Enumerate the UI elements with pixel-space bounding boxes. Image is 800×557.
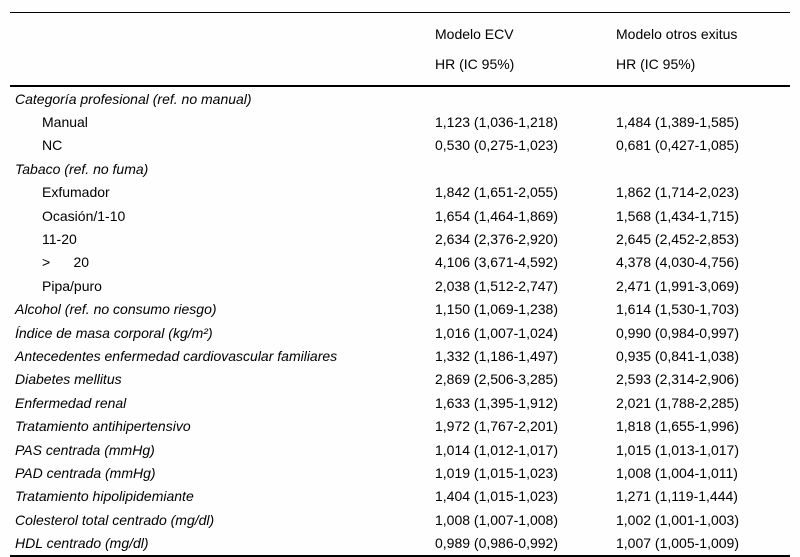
table-header: Modelo ECV Modelo otros exitus HR (IC 95… — [10, 13, 790, 86]
row-label: Exfumador — [42, 184, 110, 201]
hr-modelo-otros-exitus-value: 1,614 (1,530-1,703) — [616, 301, 739, 318]
hr-modelo-otros-exitus-value: 2,021 (1,788-2,285) — [616, 394, 739, 411]
row-label: HDL centrado (mg/dl) — [15, 535, 149, 552]
row-label: PAS centrada (mmHg) — [15, 441, 155, 458]
table-row: Índice de masa corporal (kg/m²) 1,016 (1,… — [10, 321, 790, 344]
table-row: Enfermedad renal 1,633 (1,395-1,912) 2,021… — [10, 391, 790, 414]
column-header-modelo-otros-exitus: Modelo otros exitus — [616, 26, 738, 42]
row-label: NC — [42, 137, 63, 154]
row-label: Enfermedad renal — [15, 394, 127, 411]
hr-modelo-ecv-value: 0,989 (0,986-0,992) — [435, 535, 558, 552]
hr-modelo-otros-exitus-value — [616, 86, 790, 110]
row-label: PAD centrada (mmHg) — [15, 464, 156, 481]
table-row: Diabetes mellitus 2,869 (2,506-3,285) 2,59… — [10, 368, 790, 391]
table-row: PAS centrada (mmHg) 1,014 (1,012-1,017) 1,… — [10, 438, 790, 461]
table-row: Colesterol total centrado (mg/dl) 1,008 (… — [10, 508, 790, 531]
row-label: Pipa/puro — [42, 277, 102, 294]
hr-modelo-ecv-value: 2,038 (1,512-2,747) — [435, 277, 558, 294]
hr-modelo-otros-exitus-value: 0,990 (0,984-0,997) — [616, 324, 739, 341]
hr-modelo-otros-exitus-value: 1,002 (1,001-1,003) — [616, 511, 739, 528]
hr-modelo-ecv-value: 1,404 (1,015-1,023) — [435, 488, 558, 505]
hr-modelo-ecv-value: 1,654 (1,464-1,869) — [435, 207, 558, 224]
table-row: NC 0,530 (0,275-1,023) 0,681 (0,427-1,085) — [10, 134, 790, 157]
hr-modelo-otros-exitus-value: 1,015 (1,013-1,017) — [616, 441, 739, 458]
hr-modelo-otros-exitus-value: 1,818 (1,655-1,996) — [616, 418, 739, 435]
hr-modelo-otros-exitus-value: 1,007 (1,005-1,009) — [616, 535, 739, 552]
row-label: Categoría profesional (ref. no manual) — [15, 90, 252, 107]
hr-modelo-otros-exitus-value: 0,935 (0,841-1,038) — [616, 347, 739, 364]
table-body: Categoría profesional (ref. no manual) Ma… — [10, 86, 790, 556]
table-row: Pipa/puro 2,038 (1,512-2,747) 2,471 (1,991… — [10, 274, 790, 297]
hr-modelo-ecv-value: 1,972 (1,767-2,201) — [435, 418, 558, 435]
row-label: > 20 — [42, 254, 90, 271]
table-row: Categoría profesional (ref. no manual) — [10, 86, 790, 110]
header-row-models: Modelo ECV Modelo otros exitus — [10, 13, 790, 50]
hr-modelo-otros-exitus-value: 1,484 (1,389-1,585) — [616, 114, 739, 131]
table-row: PAD centrada (mmHg) 1,019 (1,015-1,023) 1,… — [10, 461, 790, 484]
hr-modelo-ecv-value: 1,332 (1,186-1,497) — [435, 347, 558, 364]
hr-modelo-ecv-value: 1,633 (1,395-1,912) — [435, 394, 558, 411]
row-label: Tratamiento antihipertensivo — [15, 418, 191, 435]
hr-modelo-otros-exitus-value: 2,593 (2,314-2,906) — [616, 371, 739, 388]
row-label: Colesterol total centrado (mg/dl) — [15, 511, 215, 528]
table-row: Tratamiento antihipertensivo 1,972 (1,767… — [10, 414, 790, 437]
hr-modelo-ecv-value: 0,530 (0,275-1,023) — [435, 137, 558, 154]
hr-modelo-otros-exitus-value: 0,681 (0,427-1,085) — [616, 137, 739, 154]
hr-modelo-ecv-value: 1,008 (1,007-1,008) — [435, 511, 558, 528]
hr-modelo-ecv-value: 2,634 (2,376-2,920) — [435, 231, 558, 248]
table-row: Antecedentes enfermedad cardiovascular f… — [10, 344, 790, 367]
hr-modelo-otros-exitus-value: 1,271 (1,119-1,444) — [616, 488, 738, 505]
column-header-modelo-ecv: Modelo ECV — [435, 26, 514, 42]
hr-modelo-ecv-value — [435, 157, 616, 180]
row-label: Tratamiento hipolipidemiante — [15, 488, 194, 505]
row-label: Tabaco (ref. no fuma) — [15, 160, 149, 177]
table-row: Tratamiento hipolipidemiante 1,404 (1,015… — [10, 485, 790, 508]
hr-modelo-ecv-value: 1,150 (1,069-1,238) — [435, 301, 558, 318]
row-label: Manual — [42, 114, 88, 131]
table-row: Alcohol (ref. no consumo riesgo) 1,150 (1… — [10, 298, 790, 321]
row-label: Ocasión/1-10 — [42, 207, 126, 224]
header-row-hr: HR (IC 95%) HR (IC 95%) — [10, 49, 790, 86]
hr-modelo-ecv-value: 4,106 (3,671-4,592) — [435, 254, 558, 271]
table-row: 11-20 2,634 (2,376-2,920) 2,645 (2,452-2,8… — [10, 227, 790, 250]
table-row: Exfumador 1,842 (1,651-2,055) 1,862 (1,714… — [10, 181, 790, 204]
hr-modelo-ecv-value: 2,869 (2,506-3,285) — [435, 371, 558, 388]
hr-modelo-ecv-value: 1,014 (1,012-1,017) — [435, 441, 558, 458]
hazard-ratio-table: Modelo ECV Modelo otros exitus HR (IC 95… — [10, 12, 790, 557]
hr-modelo-otros-exitus-value: 1,862 (1,714-2,023) — [616, 184, 739, 201]
hr-modelo-otros-exitus-value: 1,568 (1,434-1,715) — [616, 207, 739, 224]
hr-modelo-otros-exitus-value: 4,378 (4,030-4,756) — [616, 254, 739, 271]
row-label: Índice de masa corporal (kg/m²) — [15, 324, 213, 341]
hr-modelo-ecv-value: 1,123 (1,036-1,218) — [435, 114, 558, 131]
row-label: Alcohol (ref. no consumo riesgo) — [15, 301, 217, 318]
hr-modelo-otros-exitus-value — [616, 157, 790, 180]
header-empty-cell — [10, 13, 435, 50]
hr-modelo-ecv-value: 1,842 (1,651-2,055) — [435, 184, 558, 201]
hr-modelo-otros-exitus-value: 2,471 (1,991-3,069) — [616, 277, 739, 294]
hr-modelo-otros-exitus-value: 1,008 (1,004-1,011) — [616, 464, 738, 481]
hr-modelo-otros-exitus-value: 2,645 (2,452-2,853) — [616, 231, 739, 248]
table-row: > 20 4,106 (3,671-4,592) 4,378 (4,030-4,75… — [10, 251, 790, 274]
table-row: Manual 1,123 (1,036-1,218) 1,484 (1,389-1,… — [10, 110, 790, 133]
subheader-hr-ic-ecv: HR (IC 95%) — [435, 56, 515, 72]
table-row: Ocasión/1-10 1,654 (1,464-1,869) 1,568 (1,… — [10, 204, 790, 227]
subheader-empty-cell — [10, 49, 435, 86]
row-label: Antecedentes enfermedad cardiovascular f… — [15, 347, 338, 364]
row-label: Diabetes mellitus — [15, 371, 122, 388]
hr-modelo-ecv-value — [435, 86, 616, 110]
row-label: 11-20 — [42, 231, 77, 248]
subheader-hr-ic-otros: HR (IC 95%) — [616, 56, 696, 72]
table-row: HDL centrado (mg/dl) 0,989 (0,986-0,992) 1… — [10, 531, 790, 555]
table-row: Tabaco (ref. no fuma) — [10, 157, 790, 180]
hr-modelo-ecv-value: 1,016 (1,007-1,024) — [435, 324, 558, 341]
hr-modelo-ecv-value: 1,019 (1,015-1,023) — [435, 464, 558, 481]
